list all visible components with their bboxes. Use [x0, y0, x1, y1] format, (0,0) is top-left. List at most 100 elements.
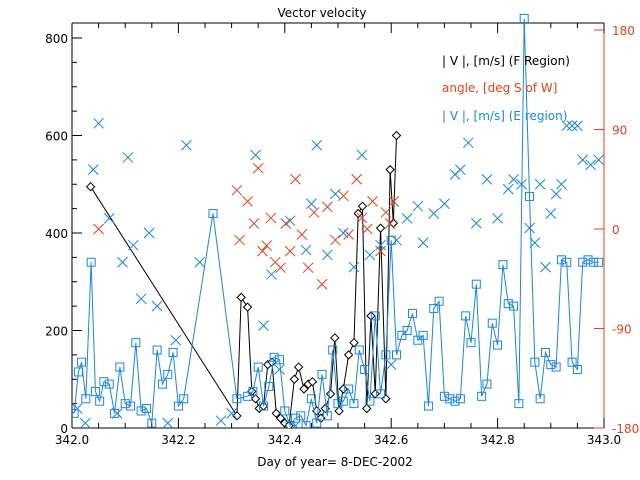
- chart-title: Vector velocity: [278, 6, 367, 20]
- x-marker: [79, 417, 91, 428]
- square-marker: [551, 362, 561, 372]
- x-marker: [329, 234, 341, 246]
- square-marker: [147, 418, 157, 428]
- x-marker: [356, 149, 368, 161]
- square-marker: [322, 411, 332, 421]
- x-tick-label: 342.6: [374, 433, 408, 447]
- x-marker: [215, 415, 227, 427]
- square-marker: [423, 401, 433, 411]
- x-marker: [135, 293, 147, 305]
- diamond-marker: [275, 413, 286, 423]
- x-marker: [290, 420, 301, 428]
- square-marker: [588, 257, 598, 267]
- x-marker: [93, 117, 104, 129]
- square-marker: [264, 382, 274, 392]
- x-marker: [356, 212, 368, 224]
- square-marker: [466, 338, 476, 348]
- x-marker: [351, 173, 362, 185]
- square-marker: [578, 257, 588, 267]
- x-marker: [462, 137, 474, 149]
- x-marker: [492, 213, 503, 224]
- x-marker: [302, 262, 314, 274]
- square-marker: [572, 365, 582, 374]
- square-marker: [556, 255, 566, 265]
- square-marker: [567, 357, 577, 367]
- x-marker: [93, 223, 104, 235]
- diamond-marker: [242, 302, 253, 312]
- square-marker: [179, 394, 189, 404]
- x-marker: [417, 237, 429, 249]
- square-marker: [461, 311, 471, 321]
- x-marker: [550, 188, 562, 200]
- x-marker: [380, 207, 392, 218]
- legend: | V |, [m/s] (F Region) angle, [deg S of…: [442, 54, 570, 123]
- axes: 342.0 342.2 342.4 342.6 342.8 343.0 0 200 400 600…: [45, 22, 639, 447]
- x-marker: [348, 261, 360, 273]
- square-marker: [546, 360, 556, 370]
- square-marker: [540, 347, 550, 357]
- diamond-marker: [271, 408, 281, 419]
- square-marker: [296, 411, 306, 421]
- square-marker: [95, 396, 105, 406]
- x-marker: [470, 217, 482, 229]
- x-marker: [412, 200, 424, 212]
- square-marker: [349, 399, 359, 409]
- diamond-marker: [381, 394, 391, 404]
- y2-tick-label: 180: [612, 24, 635, 38]
- square-marker: [418, 330, 428, 340]
- x-marker: [311, 139, 323, 151]
- x-marker: [361, 223, 373, 235]
- x-marker: [296, 229, 308, 240]
- square-marker: [290, 413, 300, 423]
- x-marker: [401, 213, 413, 224]
- square-marker: [90, 386, 100, 396]
- x-marker: [231, 184, 243, 196]
- x-marker: [455, 164, 466, 175]
- diamond-marker: [232, 411, 242, 421]
- y-tick-label: 600: [45, 130, 68, 144]
- square-marker: [535, 394, 545, 404]
- square-marker: [328, 345, 338, 355]
- diamond-marker: [391, 130, 402, 141]
- x-marker: [524, 222, 535, 234]
- square-marker: [445, 394, 455, 404]
- x-marker: [534, 178, 546, 190]
- x-marker: [388, 196, 400, 207]
- square-marker: [360, 365, 370, 374]
- x-marker: [265, 212, 277, 224]
- square-marker: [208, 209, 218, 218]
- diamond-marker: [370, 389, 380, 399]
- x-marker: [252, 162, 264, 174]
- x-tick-label: 342.2: [161, 433, 195, 447]
- x-marker: [284, 215, 296, 227]
- square-marker: [381, 350, 391, 360]
- y2-tick-label: -180: [612, 422, 639, 436]
- diamond-marker: [375, 223, 386, 233]
- series-3: [72, 117, 604, 428]
- square-marker: [104, 379, 114, 389]
- diamond-marker: [236, 292, 246, 303]
- series-line: [73, 18, 599, 428]
- diamond-marker: [385, 164, 395, 175]
- x-marker: [111, 408, 123, 419]
- square-marker: [413, 335, 423, 345]
- x-marker: [391, 234, 402, 246]
- square-marker: [333, 399, 343, 409]
- square-marker: [301, 421, 311, 428]
- x-marker: [242, 196, 253, 207]
- x-marker: [258, 320, 269, 331]
- diamond-marker: [362, 403, 372, 414]
- x-marker: [367, 196, 378, 207]
- square-marker: [248, 386, 258, 396]
- x-marker: [508, 174, 519, 185]
- square-marker: [157, 379, 167, 389]
- series-1: [93, 162, 400, 290]
- square-marker: [594, 257, 604, 267]
- x-marker: [329, 188, 341, 200]
- square-marker: [503, 299, 513, 309]
- x-marker: [439, 198, 450, 210]
- square-marker: [525, 191, 535, 201]
- x-marker: [250, 149, 261, 161]
- x-marker: [529, 237, 541, 249]
